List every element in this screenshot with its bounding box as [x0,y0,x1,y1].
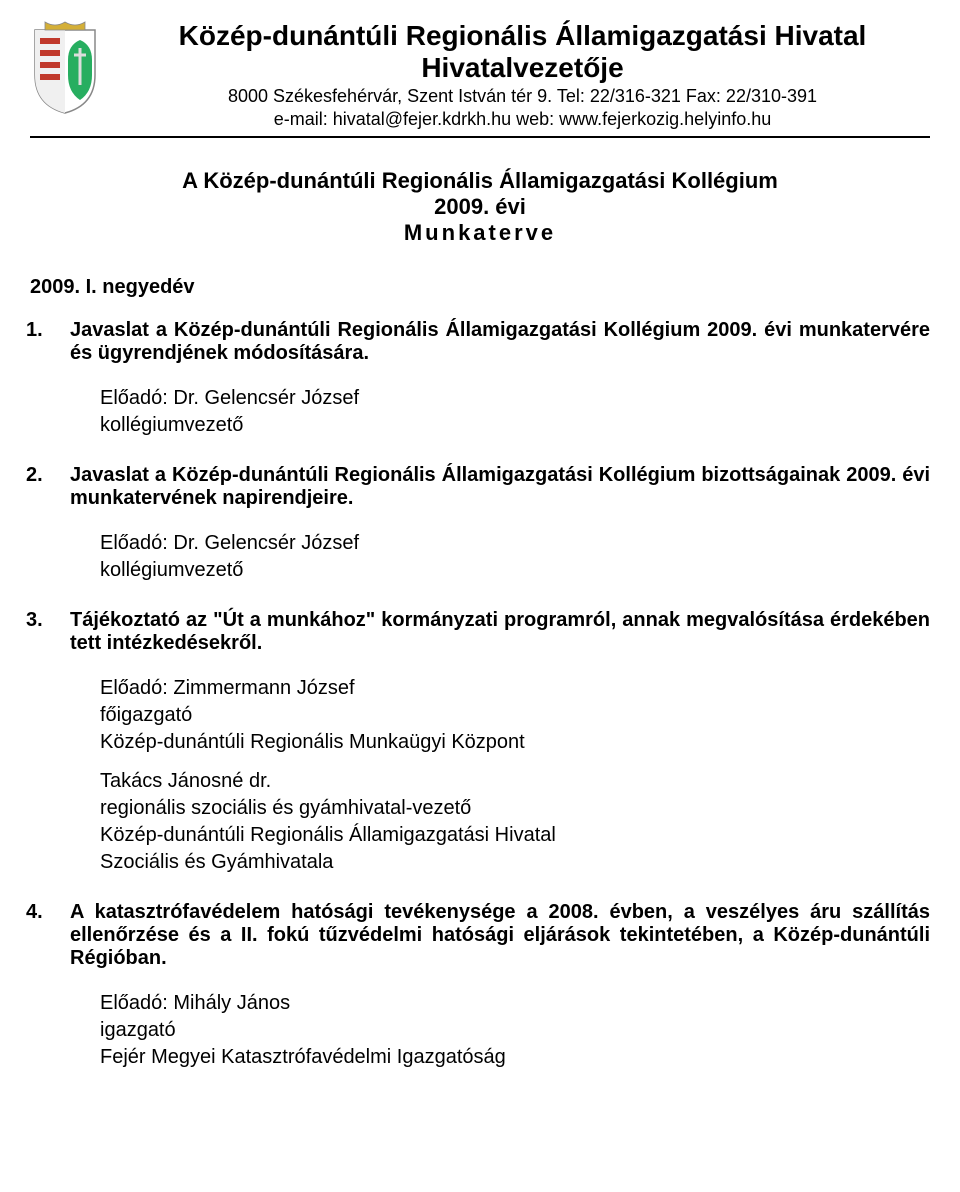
presenter-line: Közép-dunántúli Regionális Munkaügyi Köz… [100,729,930,756]
presenter-line: főigazgató [100,702,930,729]
presenter-block: Előadó: Mihály JánosigazgatóFejér Megyei… [100,990,930,1071]
agenda-item-title: 1.Javaslat a Közép-dunántúli Regionális … [30,319,930,365]
agenda-item: 2.Javaslat a Közép-dunántúli Regionális … [30,464,930,584]
agenda-item-number: 1. [48,319,70,342]
presenter-line: igazgató [100,1017,930,1044]
agenda-item: 1.Javaslat a Közép-dunántúli Regionális … [30,319,930,439]
presenter-line: Előadó: Dr. Gelencsér József [100,385,930,412]
items-list: 1.Javaslat a Közép-dunántúli Regionális … [30,319,930,1071]
address-line: 8000 Székesfehérvár, Szent István tér 9.… [115,86,930,107]
agenda-item: 3.Tájékoztató az "Út a munkához" kormány… [30,609,930,876]
presenter-line: kollégiumvezető [100,557,930,584]
agenda-item-number: 4. [48,901,70,924]
section-heading: 2009. I. negyedév [30,276,930,299]
doc-title-line3: Munkaterve [404,220,556,245]
agenda-item-title: 4.A katasztrófavédelem hatósági tevékeny… [30,901,930,970]
presenter-line: kollégiumvezető [100,412,930,439]
header-text-block: Közép-dunántúli Regionális Államigazgatá… [115,20,930,130]
agenda-item-title: 3.Tájékoztató az "Út a munkához" kormány… [30,609,930,655]
contact-line: e-mail: hivatal@fejer.kdrkh.hu web: www.… [115,109,930,130]
org-title: Közép-dunántúli Regionális Államigazgatá… [115,20,930,52]
presenter-line: regionális szociális és gyámhivatal-veze… [100,795,930,822]
presenter-line: Közép-dunántúli Regionális Államigazgatá… [100,822,930,849]
presenter-block: Előadó: Dr. Gelencsér Józsefkollégiumvez… [100,530,930,584]
presenter-line: Előadó: Mihály János [100,990,930,1017]
presenter-block: Előadó: Zimmermann JózseffőigazgatóKözép… [100,675,930,756]
agenda-item-number: 3. [48,609,70,632]
agenda-item-number: 2. [48,464,70,487]
agenda-item: 4.A katasztrófavédelem hatósági tevékeny… [30,901,930,1071]
document-header: Közép-dunántúli Regionális Államigazgatá… [30,20,930,138]
presenter-line: Fejér Megyei Katasztrófavédelmi Igazgató… [100,1044,930,1071]
presenter-block: Takács Jánosné dr.regionális szociális é… [100,768,930,876]
presenter-line: Szociális és Gyámhivatala [100,849,930,876]
presenter-line: Takács Jánosné dr. [100,768,930,795]
agenda-item-title: 2.Javaslat a Közép-dunántúli Regionális … [30,464,930,510]
presenter-line: Előadó: Dr. Gelencsér József [100,530,930,557]
doc-title-line1: A Közép-dunántúli Regionális Államigazga… [30,168,930,194]
document-title: A Közép-dunántúli Regionális Államigazga… [30,168,930,246]
presenter-line: Előadó: Zimmermann József [100,675,930,702]
coat-of-arms-icon [30,20,100,115]
doc-title-line2: 2009. évi [30,194,930,220]
presenter-block: Előadó: Dr. Gelencsér Józsefkollégiumvez… [100,385,930,439]
org-subtitle: Hivatalvezetője [115,52,930,84]
